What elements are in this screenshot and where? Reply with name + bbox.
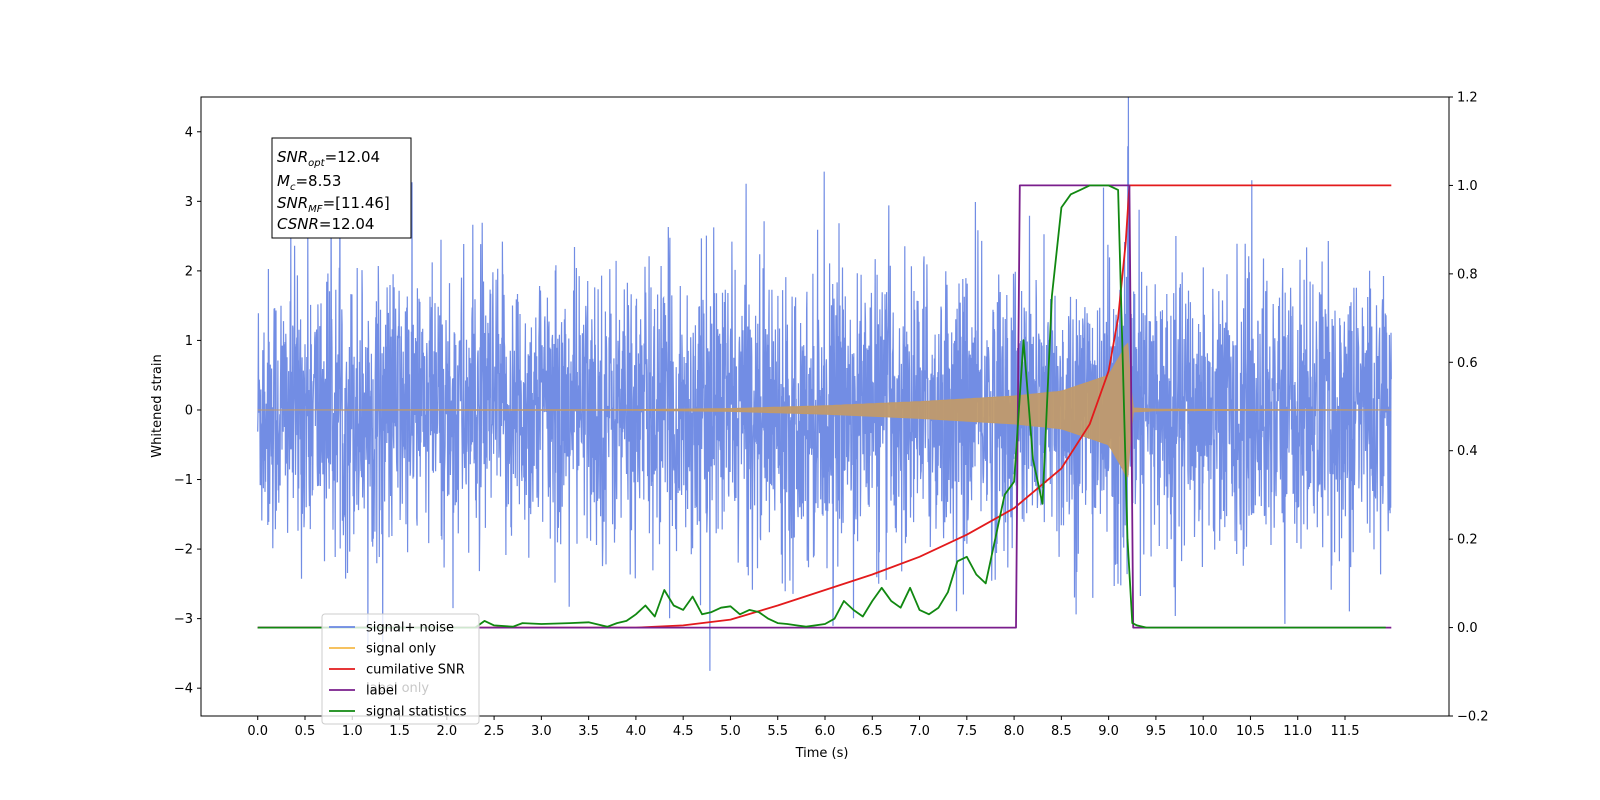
annotation-box: SNRopt=12.04 Mc=8.53 SNRMF=[11.46] CSNR=… xyxy=(271,137,412,239)
y2-tick-label: 0.0 xyxy=(1457,621,1478,636)
y-axis-label: Whitened strain xyxy=(150,354,165,457)
x-tick-label: 3.5 xyxy=(578,724,599,739)
annotation-snr-mf: SNRMF=[11.46] xyxy=(277,194,390,215)
legend-label: signal only xyxy=(366,642,436,657)
x-tick-label: 0.5 xyxy=(295,724,316,739)
x-tick-label: 8.5 xyxy=(1051,724,1072,739)
x-tick-label: 4.5 xyxy=(673,724,694,739)
x-tick-label: 2.0 xyxy=(436,724,457,739)
y-tick-label: −4 xyxy=(174,682,193,697)
y2-tick-label: 0.8 xyxy=(1457,267,1478,282)
y-tick-label: −3 xyxy=(174,612,193,627)
annotation-snr-opt: SNRopt=12.04 xyxy=(277,148,380,169)
x-tick-label: 11.5 xyxy=(1331,724,1360,739)
x-tick-label: 7.5 xyxy=(956,724,977,739)
x-tick-label: 10.5 xyxy=(1236,724,1265,739)
x-tick-label: 10.0 xyxy=(1189,724,1218,739)
x-tick-label: 6.0 xyxy=(815,724,836,739)
legend-label: signal statistics xyxy=(366,705,467,720)
y-tick-label: 4 xyxy=(185,125,193,140)
legend: label only signal+ noise signal only cumil… xyxy=(321,613,480,725)
y-tick-label: −1 xyxy=(174,473,193,488)
y-tick-label: −2 xyxy=(174,543,193,558)
y-tick-label: 3 xyxy=(185,195,193,210)
y2-tick-label: 1.0 xyxy=(1457,179,1478,194)
plot-area xyxy=(257,97,1392,671)
x-tick-label: 7.0 xyxy=(909,724,930,739)
x-tick-label: 9.5 xyxy=(1146,724,1167,739)
x-tick-label: 0.0 xyxy=(247,724,268,739)
x-tick-label: 4.0 xyxy=(626,724,647,739)
x-tick-label: 8.0 xyxy=(1004,724,1025,739)
x-tick-label: 5.5 xyxy=(767,724,788,739)
x-tick-label: 6.5 xyxy=(862,724,883,739)
y2-tick-label: 0.4 xyxy=(1457,444,1478,459)
y2-tick-label: 1.2 xyxy=(1457,91,1478,106)
series-signal-statistics-line xyxy=(257,184,1386,629)
signal-only-envelope xyxy=(257,342,1392,478)
x-tick-label: 9.0 xyxy=(1098,724,1119,739)
annotation-csnr: CSNR=12.04 xyxy=(277,215,374,233)
annotation-mc: Mc=8.53 xyxy=(277,172,341,193)
x-tick-label: 5.0 xyxy=(720,724,741,739)
y-tick-label: 1 xyxy=(185,334,193,349)
x-tick-label: 1.5 xyxy=(389,724,410,739)
x-tick-label: 3.0 xyxy=(531,724,552,739)
series-signal-only xyxy=(257,342,1392,478)
y-axis-left: −4 −3 −2 −1 0 1 2 3 4 xyxy=(174,125,201,697)
y2-tick-label: −0.2 xyxy=(1457,710,1489,725)
legend-background-text: label only xyxy=(366,681,429,696)
x-axis: 0.0 0.5 1.0 1.5 2.0 2.5 3.0 3.5 4.0 4.5 5.0 5.5 6.0 6… xyxy=(247,716,1359,739)
y2-tick-label: 0.2 xyxy=(1457,533,1478,548)
y-tick-label: 2 xyxy=(185,264,193,279)
y-tick-label: 0 xyxy=(185,403,193,418)
x-tick-label: 11.0 xyxy=(1283,724,1312,739)
legend-label: signal+ noise xyxy=(366,621,454,636)
x-axis-label: Time (s) xyxy=(795,746,849,761)
legend-label: cumilative SNR xyxy=(366,663,465,678)
legend-entries: signal+ noise signal only cumilative SNR la… xyxy=(329,621,467,720)
overlay-series xyxy=(257,184,1392,629)
legend-label: label xyxy=(366,684,397,699)
x-tick-label: 2.5 xyxy=(484,724,505,739)
y2-tick-label: 0.6 xyxy=(1457,356,1478,371)
y-axis-right: −0.2 0.0 0.2 0.4 0.6 0.8 1.0 1.2 xyxy=(1449,91,1489,725)
legend-frame xyxy=(321,613,480,725)
x-tick-label: 1.0 xyxy=(342,724,363,739)
